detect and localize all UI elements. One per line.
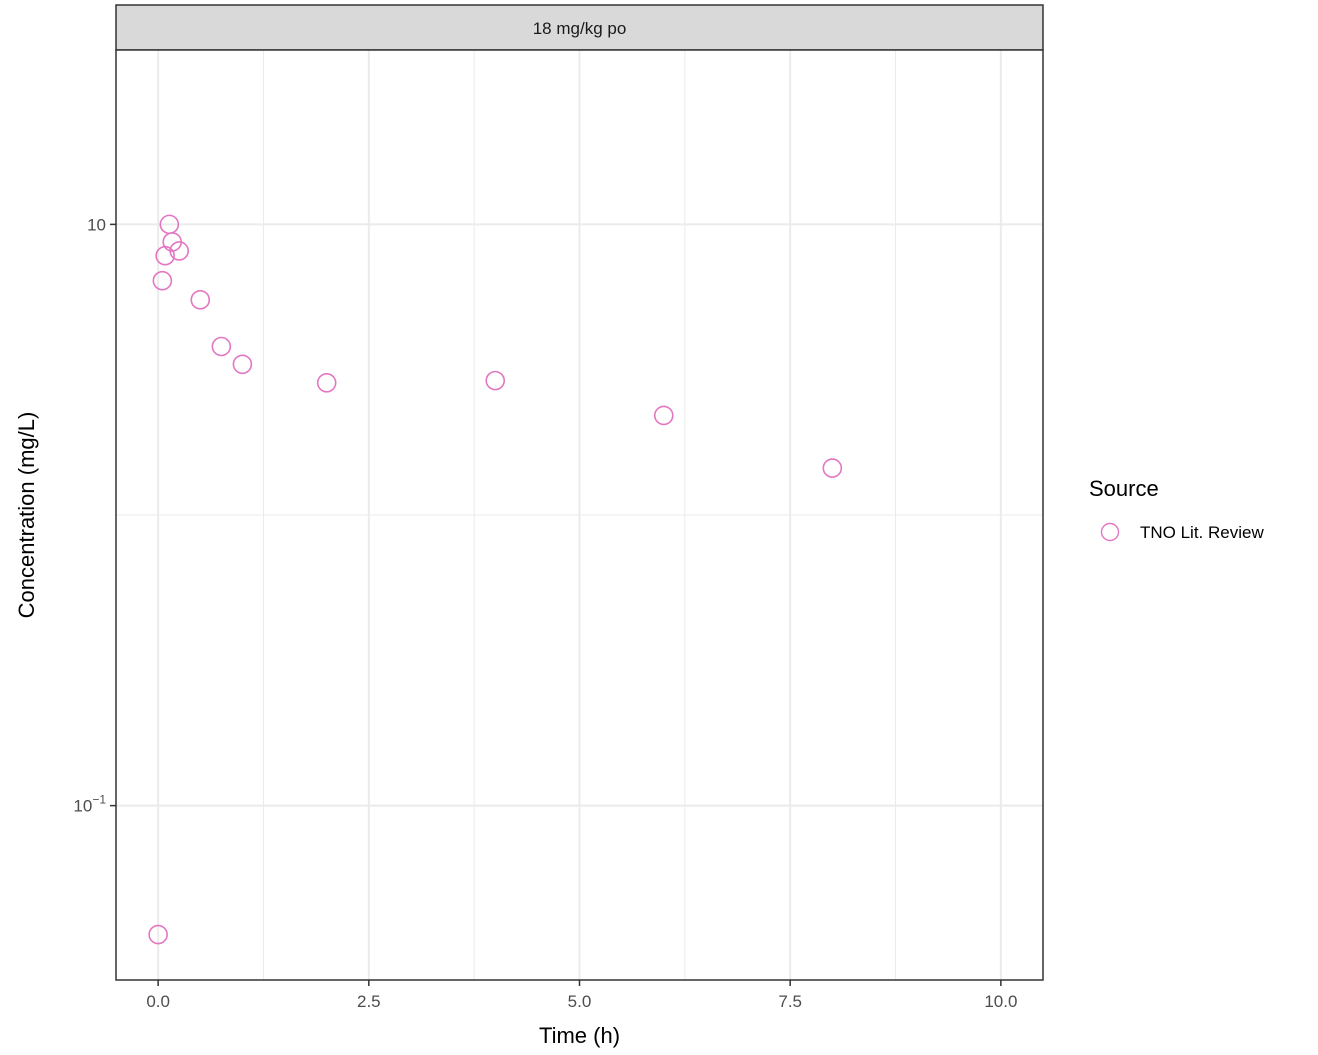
x-tick-label: 2.5	[357, 992, 381, 1011]
facet-strip-title: 18 mg/kg po	[533, 19, 627, 38]
data-point	[822, 458, 843, 478]
x-tick-label: 5.0	[568, 992, 592, 1011]
y-axis-title: Concentration (mg/L)	[14, 412, 39, 619]
facet-strip	[115, 4, 1044, 51]
x-tick-label: 7.5	[778, 992, 802, 1011]
y-axis: 10 10−1	[73, 215, 116, 816]
data-point	[148, 924, 168, 945]
y-tick-label: 10	[87, 215, 106, 234]
x-axis: 0.0 2.5 5.0 7.5 10.0	[146, 980, 1017, 1011]
y-tick-label: 10−1	[73, 793, 106, 816]
data-point	[653, 405, 674, 426]
data-point	[232, 354, 253, 375]
grid-major	[116, 50, 1043, 980]
legend: Source TNO Lit. Review	[1089, 476, 1264, 542]
data-point	[169, 241, 190, 261]
x-tick-label: 0.0	[146, 992, 170, 1011]
data-point	[152, 270, 173, 291]
legend-key-marker	[1100, 522, 1120, 542]
data-point	[485, 370, 506, 391]
data-point	[190, 290, 211, 310]
data-point	[316, 373, 337, 393]
x-axis-title: Time (h)	[539, 1023, 620, 1048]
legend-title: Source	[1089, 476, 1159, 501]
data-point	[211, 336, 232, 357]
data-points	[148, 214, 843, 945]
legend-entry-label: TNO Lit. Review	[1140, 523, 1264, 542]
x-tick-label: 10.0	[984, 992, 1017, 1011]
